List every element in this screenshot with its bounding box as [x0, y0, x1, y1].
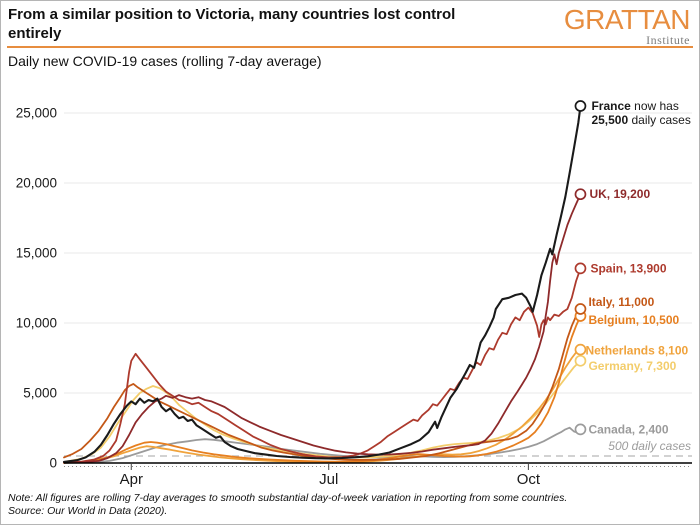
series-label-belgium: Belgium, 10,500 [588, 313, 679, 327]
y-tick-label-0: 0 [49, 456, 57, 471]
page-title-line1: From a similar position to Victoria, man… [8, 6, 456, 23]
series-label-germany: Germany, 7,300 [588, 359, 676, 373]
end-marker-netherlands [574, 343, 587, 356]
series-line-netherlands [63, 348, 582, 464]
series-label-canada: Canada, 2,400 [588, 422, 668, 436]
series-line-italy [63, 308, 582, 461]
series-label-netherlands: Netherlands 8,100 [585, 344, 688, 358]
chart-footnotes: Note: All figures are rolling 7-day aver… [8, 492, 567, 517]
end-marker-italy [574, 303, 587, 315]
series-line-france [62, 104, 582, 463]
y-tick-label-10000: 10,000 [16, 316, 57, 331]
x-tick-label-Jul: Jul [319, 471, 338, 488]
series-label-spain: Spain, 13,900 [590, 261, 666, 275]
y-tick-label-15000: 15,000 [16, 246, 57, 261]
chart-subtitle: Daily new COVID-19 cases (rolling 7-day … [8, 53, 322, 69]
end-marker-uk [574, 188, 587, 201]
series-label-france: France now has [591, 99, 678, 113]
page-title: From a similar position to Victoria, man… [8, 5, 574, 43]
y-tick-label-5000: 5,000 [23, 386, 57, 401]
grattan-logo: GRATTAN Institute [563, 4, 691, 48]
grattan-logo-institute: Institute [646, 33, 690, 47]
series-line-germany [63, 359, 582, 463]
grattan-logo-wordmark: GRATTAN [563, 4, 691, 35]
series-line-spain [63, 267, 582, 464]
series-label-uk: UK, 19,200 [589, 187, 650, 201]
series-label-italy: Italy, 11,000 [588, 295, 654, 309]
x-tick-label-Apr: Apr [120, 471, 143, 488]
chart-note: Note: All figures are rolling 7-day aver… [8, 492, 568, 504]
end-marker-germany [574, 354, 587, 367]
end-marker-canada [574, 423, 587, 436]
series-line-uk [63, 193, 582, 464]
page-title-line2: entirely [8, 25, 62, 42]
header-divider [7, 46, 693, 48]
end-marker-spain [574, 262, 587, 275]
y-tick-label-20000: 20,000 [16, 176, 57, 191]
chart-source: Source: Our World in Data (2020). [8, 504, 168, 517]
threshold-label: 500 daily cases [608, 439, 691, 453]
series-label-france: 25,500 daily cases [591, 113, 690, 127]
x-tick-label-Oct: Oct [517, 471, 541, 488]
y-tick-label-25000: 25,000 [16, 106, 57, 121]
end-marker-france [574, 100, 587, 112]
